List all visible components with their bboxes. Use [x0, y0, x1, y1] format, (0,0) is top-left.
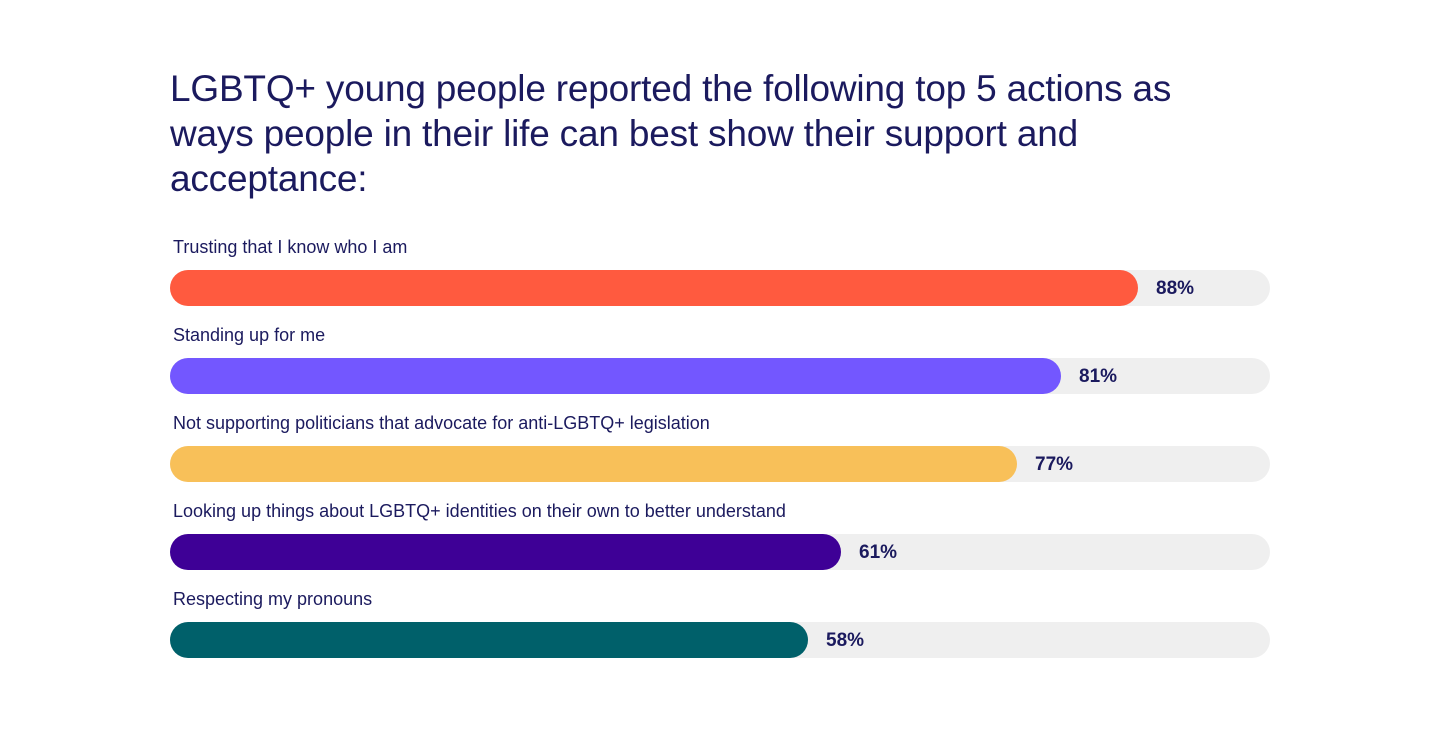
bar	[170, 534, 841, 570]
bar-track: 77%	[170, 446, 1270, 482]
bar-value-label: 77%	[1035, 454, 1074, 475]
bar-track: 81%	[170, 358, 1270, 394]
bar	[170, 358, 1061, 394]
bar-row: Standing up for me 81%	[170, 318, 1270, 406]
bar	[170, 270, 1138, 306]
bar-label: Trusting that I know who I am	[173, 237, 408, 257]
bar-track: 88%	[170, 270, 1270, 306]
bar-value-label: 88%	[1156, 278, 1195, 299]
bar-label: Looking up things about LGBTQ+ identitie…	[173, 501, 786, 521]
bar	[170, 622, 808, 658]
bar-track: 58%	[170, 622, 1270, 658]
bar-chart: Trusting that I know who I am 88% Standing…	[170, 230, 1270, 670]
bar-label: Standing up for me	[173, 325, 326, 345]
bar-label: Respecting my pronouns	[173, 589, 373, 609]
bar-row: Not supporting politicians that advocate…	[170, 406, 1270, 494]
bar-value-label: 58%	[826, 630, 865, 651]
bar-row: Respecting my pronouns 58%	[170, 582, 1270, 670]
bar-label: Not supporting politicians that advocate…	[173, 413, 710, 433]
bar-row: Trusting that I know who I am 88%	[170, 230, 1270, 318]
bar-row: Looking up things about LGBTQ+ identitie…	[170, 494, 1270, 582]
bar-value-label: 61%	[859, 542, 898, 563]
chart-title: LGBTQ+ young people reported the followi…	[170, 68, 1172, 199]
bar-track: 61%	[170, 534, 1270, 570]
bar-value-label: 81%	[1079, 366, 1118, 387]
bar	[170, 446, 1017, 482]
